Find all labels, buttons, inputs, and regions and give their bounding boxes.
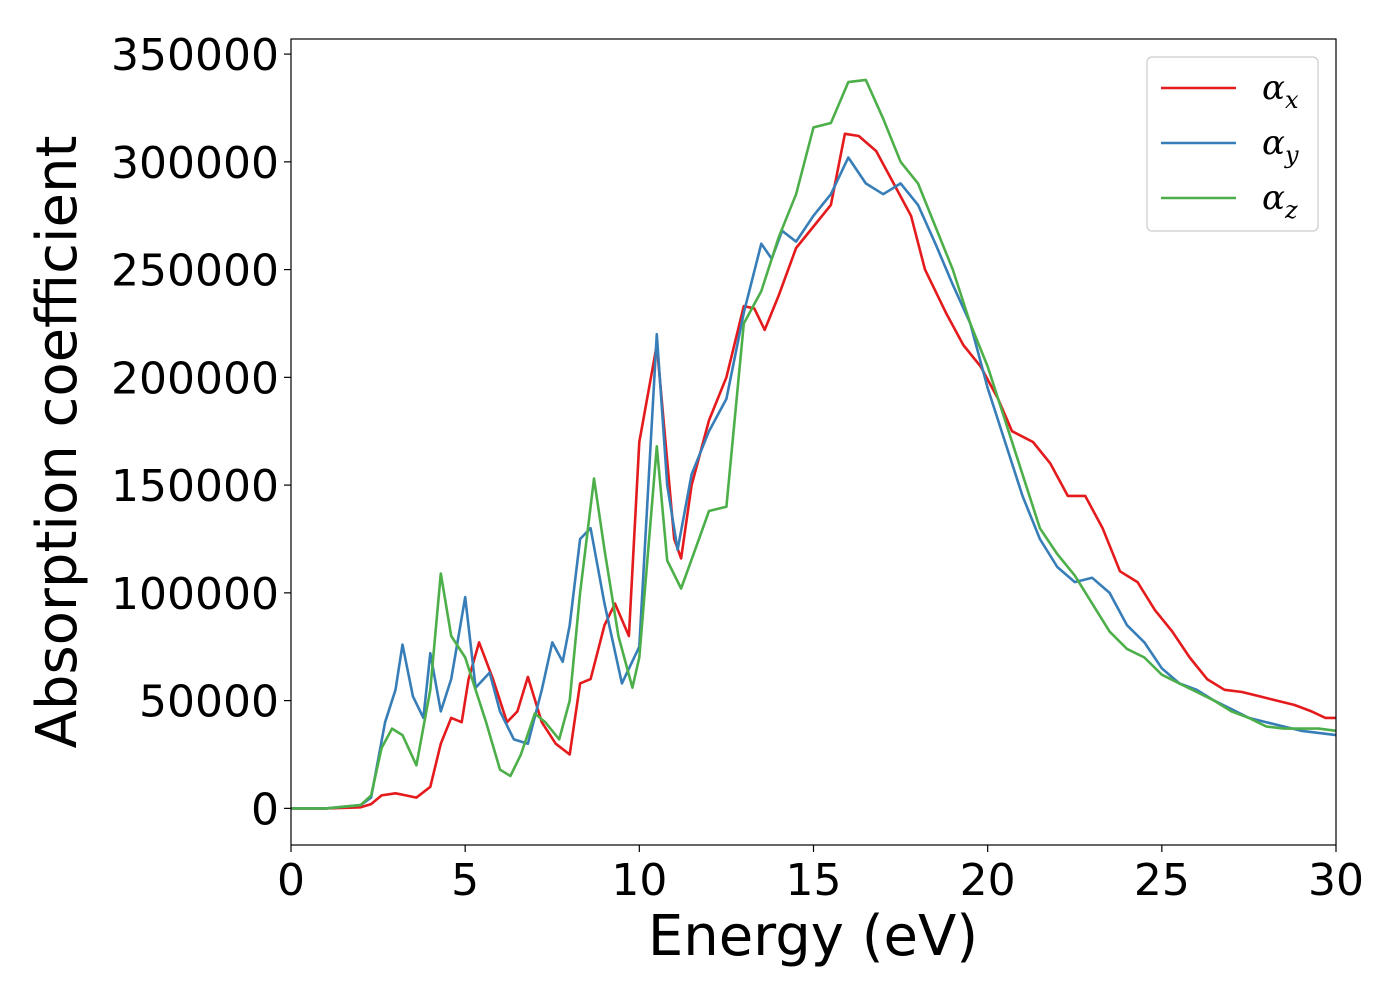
- plot-area-frame: [290, 38, 1337, 846]
- series-line-x: [291, 132, 1336, 810]
- x-tick-label: 15: [786, 855, 842, 906]
- y-tick-label: 300000: [111, 138, 279, 189]
- y-tick-label: 0: [251, 784, 279, 835]
- series-line-y: [291, 156, 1337, 810]
- y-axis-ticks: 0 50000 100000 150000 200000 250000 300000 3500…: [111, 30, 291, 835]
- series-line-z: [291, 78, 1337, 810]
- y-tick-label: 350000: [111, 30, 279, 81]
- x-axis-ticks: 0 5 10 15 20 25 30: [277, 845, 1364, 906]
- legend-label-y: αy: [1262, 123, 1299, 169]
- y-tick-label: 200000: [111, 353, 279, 404]
- y-tick-label: 100000: [111, 569, 279, 620]
- y-axis-title: Absorption coefficient: [25, 136, 90, 749]
- x-tick-label: 0: [277, 855, 305, 906]
- x-tick-label: 25: [1134, 855, 1190, 906]
- y-tick-label: 50000: [139, 677, 279, 728]
- x-axis-title: Energy (eV): [648, 904, 978, 969]
- legend: αx αy αz: [1146, 56, 1319, 232]
- legend-label-x: αx: [1262, 68, 1299, 114]
- legend-label-z: αz: [1262, 178, 1298, 224]
- y-tick-label: 150000: [111, 461, 279, 512]
- x-tick-label: 10: [611, 855, 667, 906]
- y-tick-label: 250000: [111, 246, 279, 297]
- x-tick-label: 30: [1308, 855, 1364, 906]
- x-tick-label: 5: [451, 855, 479, 906]
- series-lines: [291, 78, 1337, 810]
- x-tick-label: 20: [960, 855, 1016, 906]
